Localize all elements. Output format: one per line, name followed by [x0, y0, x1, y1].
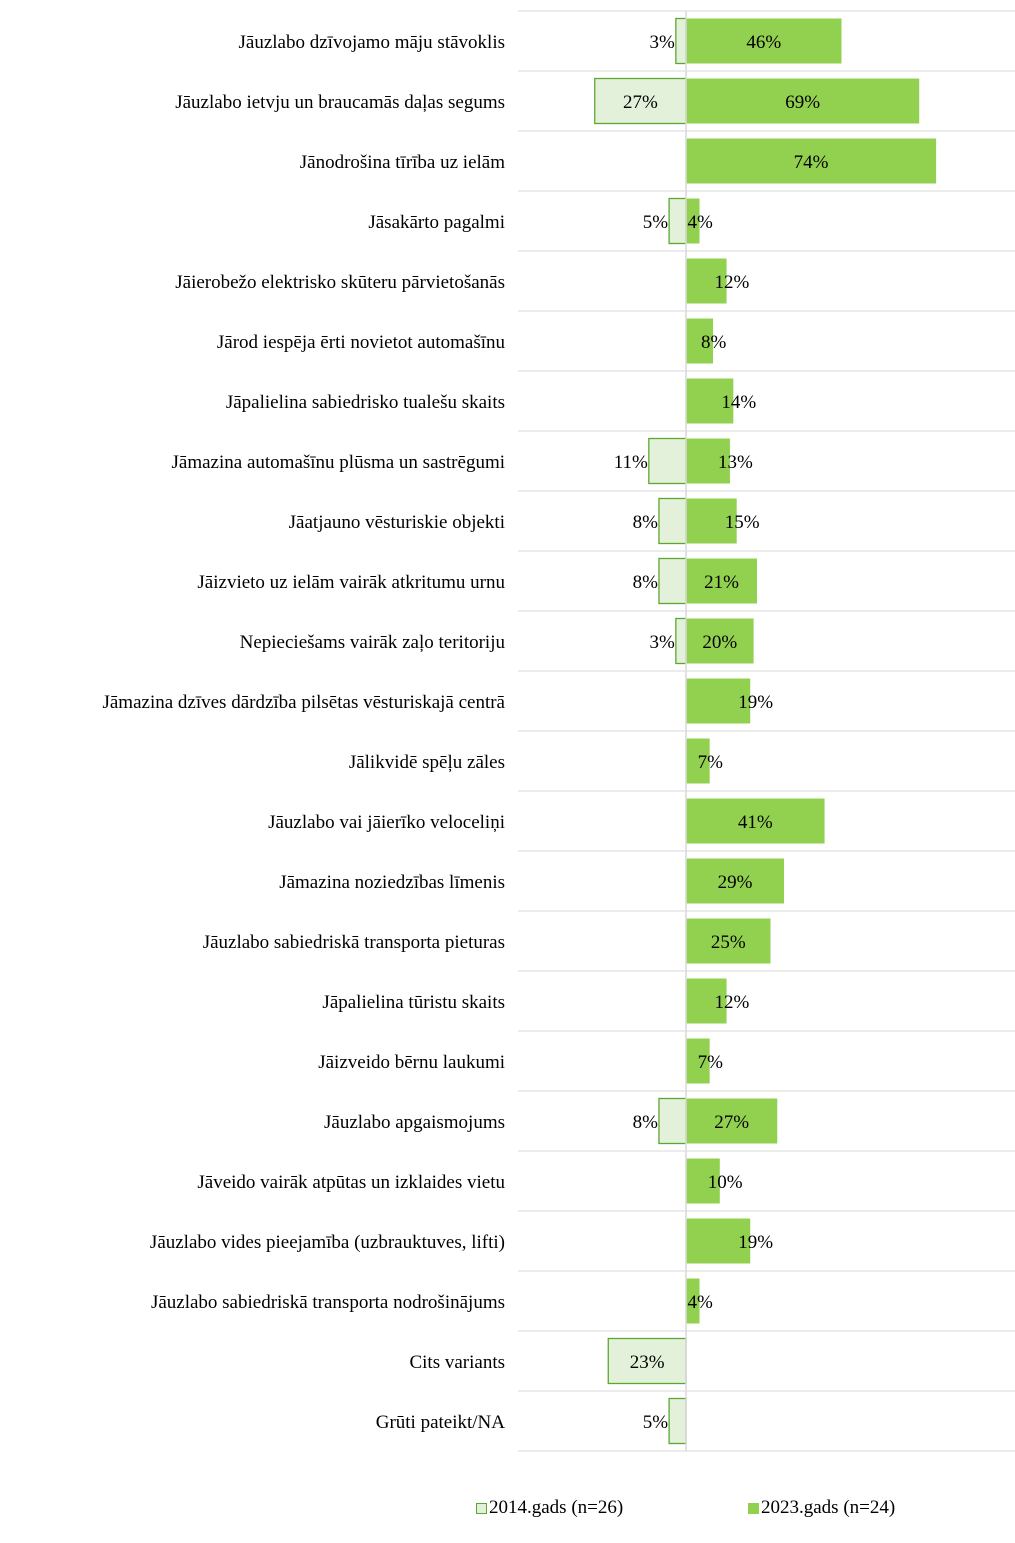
bar-2023	[686, 198, 700, 244]
bar-2023	[686, 78, 920, 124]
category-label: Jāveido vairāk atpūtas un izklaides viet…	[197, 1172, 505, 1193]
value-label-2023: 15%	[725, 512, 760, 533]
bar-2023	[686, 138, 937, 184]
value-label-2023: 12%	[715, 272, 750, 293]
bar-2023	[686, 318, 714, 364]
bar-2014	[658, 1097, 687, 1145]
value-label-2023: 27%	[714, 1112, 749, 1133]
category-label: Jāsakārto pagalmi	[368, 212, 505, 233]
bar-2023	[686, 498, 737, 544]
value-label-2014: 3%	[650, 32, 676, 53]
bar-2023	[686, 1218, 751, 1264]
bar-2014	[658, 557, 687, 605]
value-label-2023: 69%	[785, 92, 820, 113]
legend-swatch-2023	[748, 1502, 759, 1514]
diverging-bar-chart: Jāuzlabo dzīvojamo māju stāvoklis Jāuzlab…	[102, 10, 1015, 1452]
bar-2014	[675, 617, 687, 665]
category-label: Jāpalielina tūristu skaits	[322, 992, 505, 1013]
value-label-2023: 21%	[704, 572, 739, 593]
value-label-2023: 12%	[715, 992, 750, 1013]
category-label: Jāatjauno vēsturiskie objekti	[289, 512, 505, 533]
bar-2023	[686, 738, 710, 784]
bar-2014	[668, 1397, 687, 1445]
category-label: Grūti pateikt/NA	[376, 1412, 506, 1433]
value-label-2023: 7%	[698, 752, 724, 773]
bar-2023	[686, 1098, 778, 1144]
bar-2014	[675, 17, 687, 65]
value-label-2014: 3%	[650, 632, 676, 653]
bar-2023	[686, 558, 757, 604]
bar-2023	[686, 798, 825, 844]
bar-2014	[594, 77, 687, 125]
value-label-2023: 7%	[698, 1052, 724, 1073]
category-label: Jāuzlabo vai jāierīko veloceliņi	[268, 812, 505, 833]
value-label-2014: 8%	[633, 1112, 659, 1133]
value-label-2023: 4%	[688, 212, 714, 233]
value-label-2023: 46%	[746, 32, 781, 53]
category-label: Jārod iespēja ērti novietot automašīnu	[217, 332, 506, 353]
legend-item-2014: 2014.gads (n=26)	[476, 1497, 623, 1519]
bar-2014	[668, 197, 687, 245]
category-label: Jāpalielina sabiedrisko tualešu skaits	[226, 392, 505, 413]
value-label-2023: 4%	[688, 1292, 714, 1313]
bar-2023	[686, 258, 727, 304]
bar-2023	[686, 1278, 700, 1324]
legend-label-2014: 2014.gads (n=26)	[489, 1497, 624, 1518]
value-label-2023: 8%	[701, 332, 727, 353]
value-label-2023: 19%	[738, 692, 773, 713]
category-label: Jāuzlabo sabiedriskā transporta nodrošin…	[151, 1292, 505, 1313]
value-label-2014: 23%	[630, 1352, 665, 1373]
category-label: Jāuzlabo apgaismojums	[324, 1112, 505, 1133]
bar-2023	[686, 18, 842, 64]
value-label-2023: 74%	[794, 152, 829, 173]
bar-2023	[686, 918, 771, 964]
value-label-2014: 5%	[643, 212, 669, 233]
bar-2023	[686, 858, 785, 904]
category-label: Jālikvidē spēļu zāles	[349, 752, 505, 773]
value-label-2023: 14%	[721, 392, 756, 413]
category-label: Jāmazina automašīnu plūsma un sastrēgumi	[172, 452, 505, 473]
category-label: Jāmazina dzīves dārdzība pilsētas vēstur…	[102, 692, 505, 713]
value-label-2023: 13%	[718, 452, 753, 473]
legend-swatch-2014	[476, 1502, 487, 1514]
legend-item-2023: 2023.gads (n=24)	[748, 1497, 895, 1519]
category-label: Jāuzlabo sabiedriskā transporta pieturas	[203, 932, 505, 953]
category-label: Jāuzlabo ietvju un braucamās daļas segum…	[175, 92, 505, 113]
value-label-2014: 8%	[633, 512, 659, 533]
value-label-2023: 10%	[708, 1172, 743, 1193]
value-label-2023: 19%	[738, 1232, 773, 1253]
value-label-2023: 20%	[702, 632, 737, 653]
bar-2023	[686, 378, 734, 424]
bar-2014	[648, 437, 687, 485]
category-label: Jāierobežo elektrisko skūteru pārvietoša…	[175, 272, 505, 293]
category-label: Jāuzlabo vides pieejamība (uzbrauktuves,…	[150, 1232, 505, 1253]
legend-label-2023: 2023.gads (n=24)	[761, 1497, 896, 1518]
bar-2014	[658, 497, 687, 545]
bar-2023	[686, 678, 751, 724]
value-label-2014: 27%	[623, 92, 658, 113]
category-label: Jāuzlabo dzīvojamo māju stāvoklis	[239, 32, 505, 53]
value-label-2023: 29%	[718, 872, 753, 893]
value-label-2014: 5%	[643, 1412, 669, 1433]
value-label-2014: 11%	[614, 452, 648, 473]
category-label: Jānodrošina tīrība uz ielām	[300, 152, 505, 173]
category-label: Nepieciešams vairāk zaļo teritoriju	[240, 632, 506, 653]
bar-2023	[686, 1158, 720, 1204]
category-label: Jāmazina noziedzības līmenis	[279, 872, 505, 893]
bar-2023	[686, 438, 730, 484]
value-label-2014: 8%	[633, 572, 659, 593]
category-label: Jāizveido bērnu laukumi	[318, 1052, 505, 1073]
value-label-2023: 41%	[738, 812, 773, 833]
value-label-2023: 25%	[711, 932, 746, 953]
bar-2023	[686, 1038, 710, 1084]
category-label: Cits variants	[409, 1352, 505, 1373]
bar-2023	[686, 978, 727, 1024]
category-label: Jāizvieto uz ielām vairāk atkritumu urnu	[197, 572, 505, 593]
bar-2023	[686, 618, 754, 664]
